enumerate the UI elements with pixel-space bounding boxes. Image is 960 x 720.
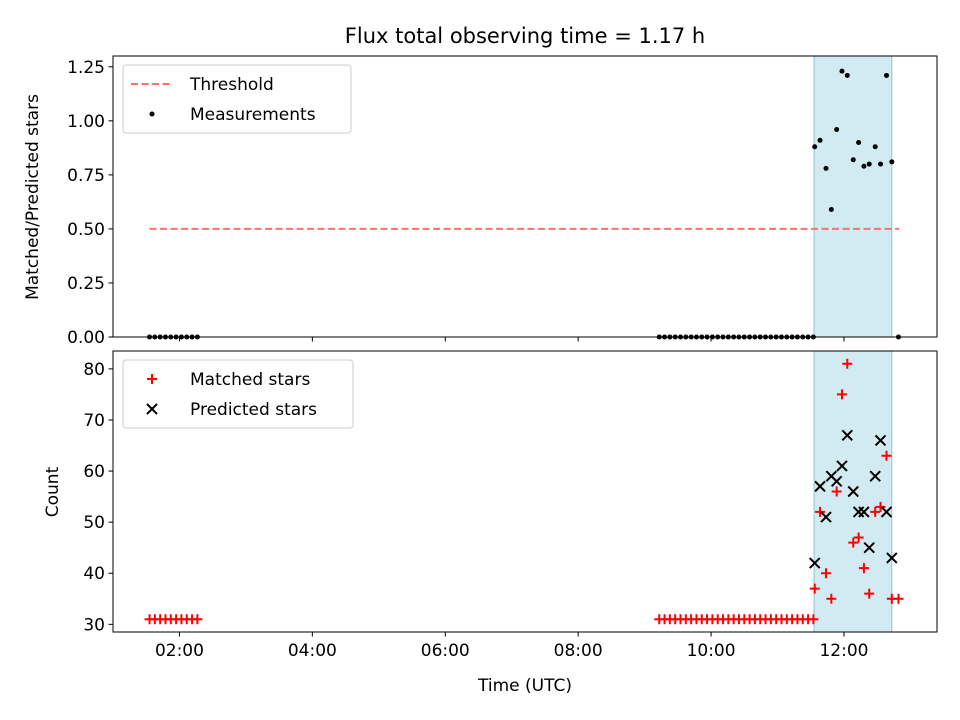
predicted-point (836, 460, 848, 472)
legend-box (122, 359, 354, 429)
predicted-point (858, 506, 870, 518)
predicted-point (869, 470, 881, 482)
bottom-panel: 30 40 50 60 70 80 02:00 04:00 06:00 08:00 10:00 12:… (83, 350, 938, 661)
measurement-point (878, 161, 884, 167)
chart-title: Flux total observing time = 1.17 h (345, 24, 705, 48)
matched-point (853, 532, 864, 543)
matched-point (815, 506, 826, 517)
legend: Matched stars Predicted stars (122, 359, 354, 429)
measurement-point (866, 161, 872, 167)
x-tick-label: 06:00 (421, 641, 470, 661)
y-tick-label: 0.00 (67, 328, 105, 348)
matched-point (809, 583, 820, 594)
series-1 (809, 429, 898, 569)
measurement-point (844, 72, 850, 78)
legend: Threshold Measurements (122, 64, 352, 134)
y-tick-label: 40 (83, 564, 105, 584)
legend-label: Matched stars (190, 370, 310, 390)
legend-label: Threshold (189, 75, 274, 95)
matched-point (864, 588, 875, 599)
legend-box (122, 64, 352, 134)
predicted-point (874, 434, 887, 447)
y-tick-label: 30 (83, 615, 105, 635)
matched-point (836, 389, 847, 400)
matched-point (192, 614, 203, 625)
predicted-point (886, 552, 898, 564)
measurement-point (823, 165, 829, 171)
matched-point (821, 568, 832, 579)
y-tick-label: 1.00 (67, 112, 105, 132)
y-tick-label: 0.50 (67, 220, 105, 240)
top-y-axis-label: Matched/Predicted stars (23, 94, 43, 300)
legend-predicted-marker (146, 403, 158, 415)
measurement-point (812, 144, 818, 150)
predicted-point (841, 429, 853, 442)
x-tick-label: 12:00 (819, 641, 868, 661)
x-tick-label: 10:00 (687, 641, 736, 661)
matched-point (808, 614, 819, 625)
measurement-point (856, 139, 862, 145)
predicted-point (830, 475, 843, 487)
measurement-point (834, 126, 840, 132)
measurement-point (872, 144, 878, 150)
top-panel: 0.00 0.25 0.50 0.75 1.00 1.25 Threshold Measure… (67, 55, 938, 348)
series-0 (144, 358, 904, 625)
measurement-point (817, 137, 823, 143)
x-tick-label: 02:00 (155, 641, 204, 661)
matched-point (870, 506, 881, 517)
legend-measurement-marker (149, 111, 155, 117)
predicted-point (880, 506, 893, 518)
y-tick-label: 80 (83, 360, 105, 380)
measurement-point (883, 72, 889, 78)
predicted-point (863, 541, 875, 554)
axes-frame (112, 350, 938, 633)
matched-point (875, 501, 886, 512)
measurement-point (861, 163, 867, 169)
y-tick-label: 60 (83, 462, 105, 482)
legend-label: Measurements (190, 105, 316, 125)
predicted-point (847, 485, 859, 498)
x-tick-label: 08:00 (554, 641, 603, 661)
matched-point (858, 563, 869, 574)
y-tick-label: 0.25 (67, 274, 105, 294)
matched-point (848, 537, 859, 548)
measurement-point (850, 157, 856, 163)
predicted-point (814, 480, 826, 493)
legend-matched-marker (147, 374, 157, 384)
y-tick-label: 0.75 (67, 166, 105, 186)
measurement-point (828, 206, 834, 212)
measurement-point (889, 159, 895, 165)
y-tick-label: 1.25 (67, 58, 105, 78)
bottom-y-axis-label: Count (43, 466, 63, 517)
predicted-point (820, 511, 832, 523)
y-tick-label: 70 (83, 411, 105, 431)
matched-point (881, 450, 892, 461)
axes-frame (112, 55, 938, 338)
matched-point (893, 593, 904, 604)
matched-point (826, 593, 837, 604)
matched-point (831, 486, 842, 497)
predicted-point (809, 557, 821, 569)
matched-point (842, 358, 853, 369)
legend-label: Predicted stars (190, 400, 317, 420)
highlight-span (813, 55, 893, 338)
y-tick-label: 50 (83, 513, 105, 533)
measurement-point (839, 68, 845, 74)
x-axis-label: Time (UTC) (477, 676, 572, 696)
x-tick-label: 04:00 (288, 641, 337, 661)
